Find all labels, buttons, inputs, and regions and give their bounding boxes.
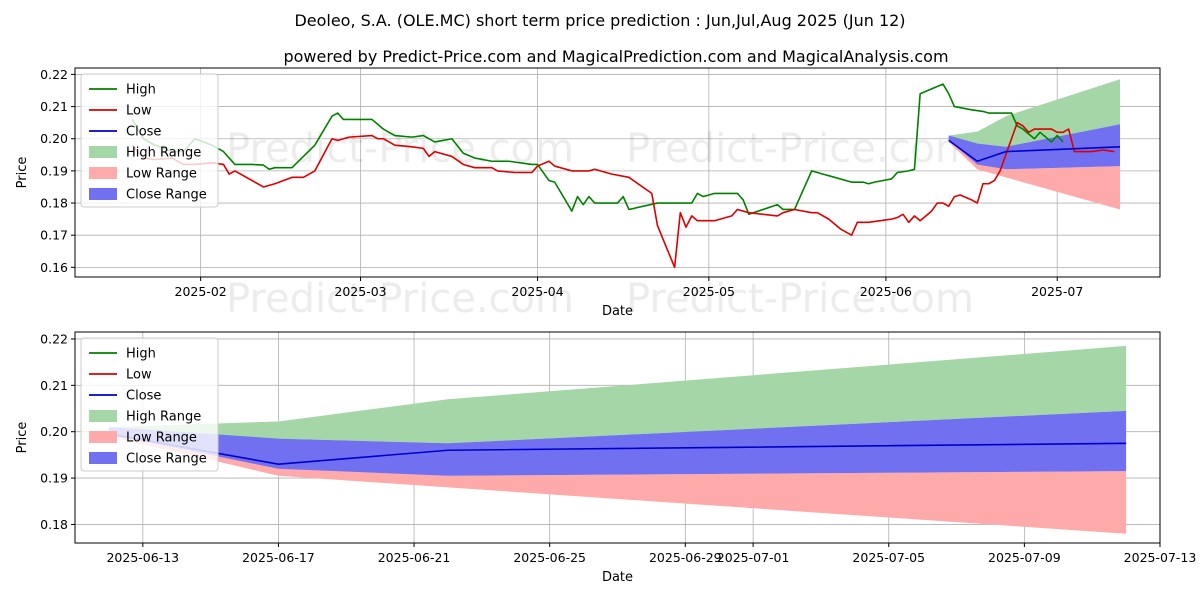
legend-label: Low Range [126,167,197,182]
legend: High Low Close High Range Low Range Close Ran… [80,337,219,472]
low-series-line [131,121,1115,269]
legend-swatch-patch [89,410,117,422]
x-tick-label: 2025-06-25 [513,550,586,565]
x-axis-label: Date [602,304,633,319]
y-tick-label: 0.21 [40,99,68,114]
x-tick-label: 2025-07-05 [852,550,925,565]
x-tick-label: 2025-03 [334,284,386,299]
x-tick-label: 2025-07-01 [717,550,790,565]
watermark-text: Predict-Price.com [626,276,974,322]
y-tick-label: 0.16 [40,260,68,275]
legend: High Low Close High Range Low Range Close Ran… [80,73,219,208]
y-tick-label: 0.20 [40,424,68,439]
legend-swatch-patch [89,146,117,158]
legend-label: Low [126,104,152,119]
close-range-band [948,124,1121,170]
x-tick-label: 2025-04 [511,284,563,299]
y-tick-label: 0.19 [40,163,68,178]
chart-title: Deoleo, S.A. (OLE.MC) short term price p… [294,11,905,30]
high-range-band [108,345,1127,444]
y-tick-label: 0.17 [40,228,68,243]
watermark-text: Predict-Price.com [226,276,574,322]
x-tick-label: 2025-06-13 [106,550,179,565]
legend-swatch-patch [89,167,117,179]
bottom-panel: Predict-Price.comPredict-Price.com0.180.… [15,331,1196,585]
axes-frame [74,331,1161,544]
legend-label: Close Range [126,188,207,203]
x-tick-label: 2025-07-13 [1124,550,1197,565]
legend-label: High [126,83,156,98]
legend-label: Low [126,368,152,383]
high-range-band [948,79,1121,147]
watermark-text: Predict-Price.com [626,126,974,172]
close-series-line [948,139,1121,163]
legend-label: High Range [126,410,201,425]
y-tick-label: 0.18 [40,196,68,211]
legend-label: Close Range [126,452,207,467]
x-tick-label: 2025-06-17 [242,550,315,565]
close-range-band [108,410,1127,476]
x-tick-label: 2025-05 [683,284,735,299]
legend-swatch-patch [89,431,117,443]
x-tick-label: 2025-06 [860,284,912,299]
y-axis-label: Price [15,422,30,454]
y-tick-label: 0.20 [40,131,68,146]
x-tick-label: 2025-07-09 [988,550,1061,565]
legend-label: High [126,347,156,362]
y-axis-label: Price [15,157,30,189]
legend-label: Low Range [126,431,197,446]
x-tick-label: 2025-02 [175,284,227,299]
x-tick-label: 2025-06-29 [649,550,722,565]
y-tick-label: 0.18 [40,517,68,532]
y-tick-label: 0.22 [40,331,68,346]
legend-swatch-patch [89,188,117,200]
x-tick-label: 2025-06-21 [378,550,451,565]
x-axis-label: Date [602,570,633,585]
legend-label: Close [126,389,161,404]
axes-frame [74,67,1161,278]
plot-area [75,68,1160,277]
top-panel: Predict-Price.com Predict-Price.com Predic… [15,67,1161,322]
low-range-band [108,431,1127,534]
y-tick-label: 0.21 [40,378,68,393]
y-tick-label: 0.22 [40,67,68,82]
legend-label: High Range [126,146,201,161]
watermark-text: Predict-Price.com [226,126,574,172]
legend-swatch-patch [89,452,117,464]
y-tick-label: 0.19 [40,471,68,486]
x-tick-label: 2025-07 [1031,284,1083,299]
high-series-line [131,83,1064,216]
chart-subtitle: powered by Predict-Price.com and Magical… [283,47,948,66]
low-range-band [948,138,1121,210]
legend-label: Close [126,125,161,140]
